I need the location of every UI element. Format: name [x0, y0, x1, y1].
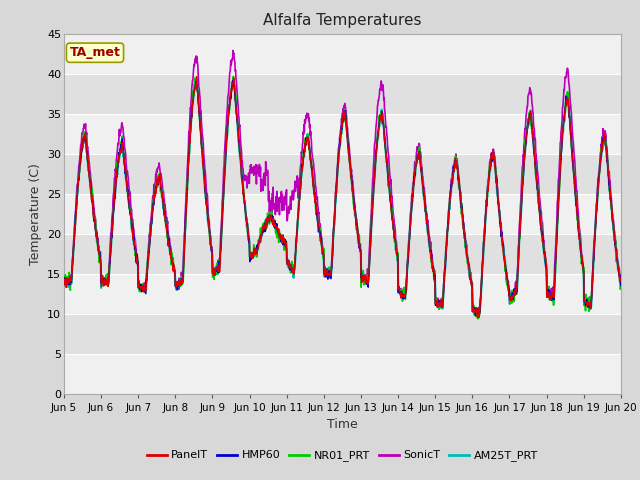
- Bar: [64, 34, 621, 73]
- Bar: [64, 193, 621, 234]
- Bar: [64, 354, 621, 394]
- Bar: [64, 313, 621, 354]
- Bar: [64, 154, 621, 193]
- Bar: [64, 73, 621, 114]
- X-axis label: Time: Time: [327, 418, 358, 431]
- Bar: [64, 274, 621, 313]
- Bar: [64, 114, 621, 154]
- Bar: [64, 234, 621, 274]
- Text: TA_met: TA_met: [70, 46, 120, 59]
- Y-axis label: Temperature (C): Temperature (C): [29, 163, 42, 264]
- Legend: PanelT, HMP60, NR01_PRT, SonicT, AM25T_PRT: PanelT, HMP60, NR01_PRT, SonicT, AM25T_P…: [143, 446, 542, 466]
- Title: Alfalfa Temperatures: Alfalfa Temperatures: [263, 13, 422, 28]
